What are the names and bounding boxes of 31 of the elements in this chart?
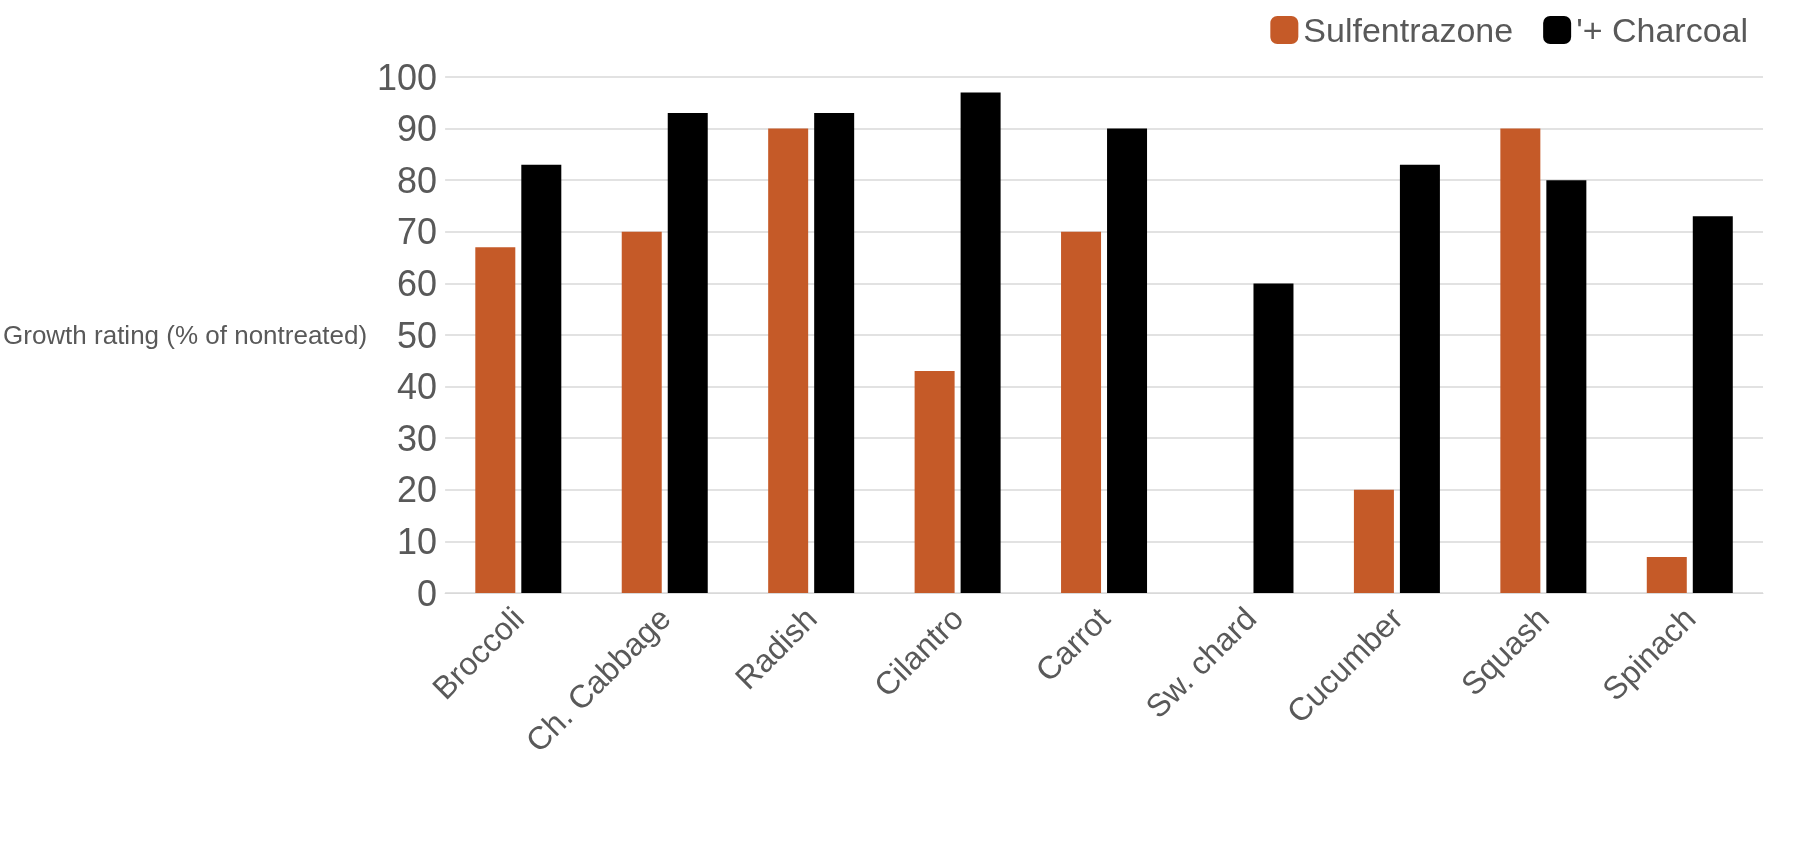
y-axis-title: Growth rating (% of nontreated) bbox=[3, 320, 368, 350]
bar bbox=[621, 231, 662, 593]
bar bbox=[1399, 164, 1440, 593]
legend-label: Sulfentrazone bbox=[1303, 11, 1514, 49]
y-tick-label: 60 bbox=[397, 262, 438, 304]
y-tick-label: 70 bbox=[397, 211, 438, 253]
bar bbox=[1546, 180, 1587, 593]
bar bbox=[1061, 231, 1102, 593]
bar bbox=[814, 113, 855, 593]
bar bbox=[960, 92, 1001, 593]
y-tick-label: 50 bbox=[397, 314, 438, 356]
y-tick-label: 20 bbox=[397, 469, 438, 511]
bar bbox=[914, 371, 955, 593]
bar bbox=[1500, 128, 1541, 593]
bar bbox=[1107, 128, 1148, 593]
legend-label: '+ Charcoal bbox=[1576, 11, 1748, 49]
y-tick-label: 100 bbox=[377, 56, 438, 98]
bar bbox=[1692, 216, 1733, 593]
y-tick-label: 0 bbox=[417, 572, 438, 614]
y-tick-label: 80 bbox=[397, 159, 438, 201]
y-tick-label: 10 bbox=[397, 520, 438, 562]
y-tick-label: 90 bbox=[397, 108, 438, 150]
bar bbox=[1253, 283, 1294, 593]
bar bbox=[1353, 489, 1394, 593]
bar bbox=[475, 247, 516, 593]
bar bbox=[1646, 556, 1687, 593]
y-tick-label: 30 bbox=[397, 417, 438, 459]
bar bbox=[667, 113, 708, 593]
bar bbox=[521, 164, 562, 593]
y-tick-label: 40 bbox=[397, 366, 438, 408]
bar bbox=[768, 128, 809, 593]
